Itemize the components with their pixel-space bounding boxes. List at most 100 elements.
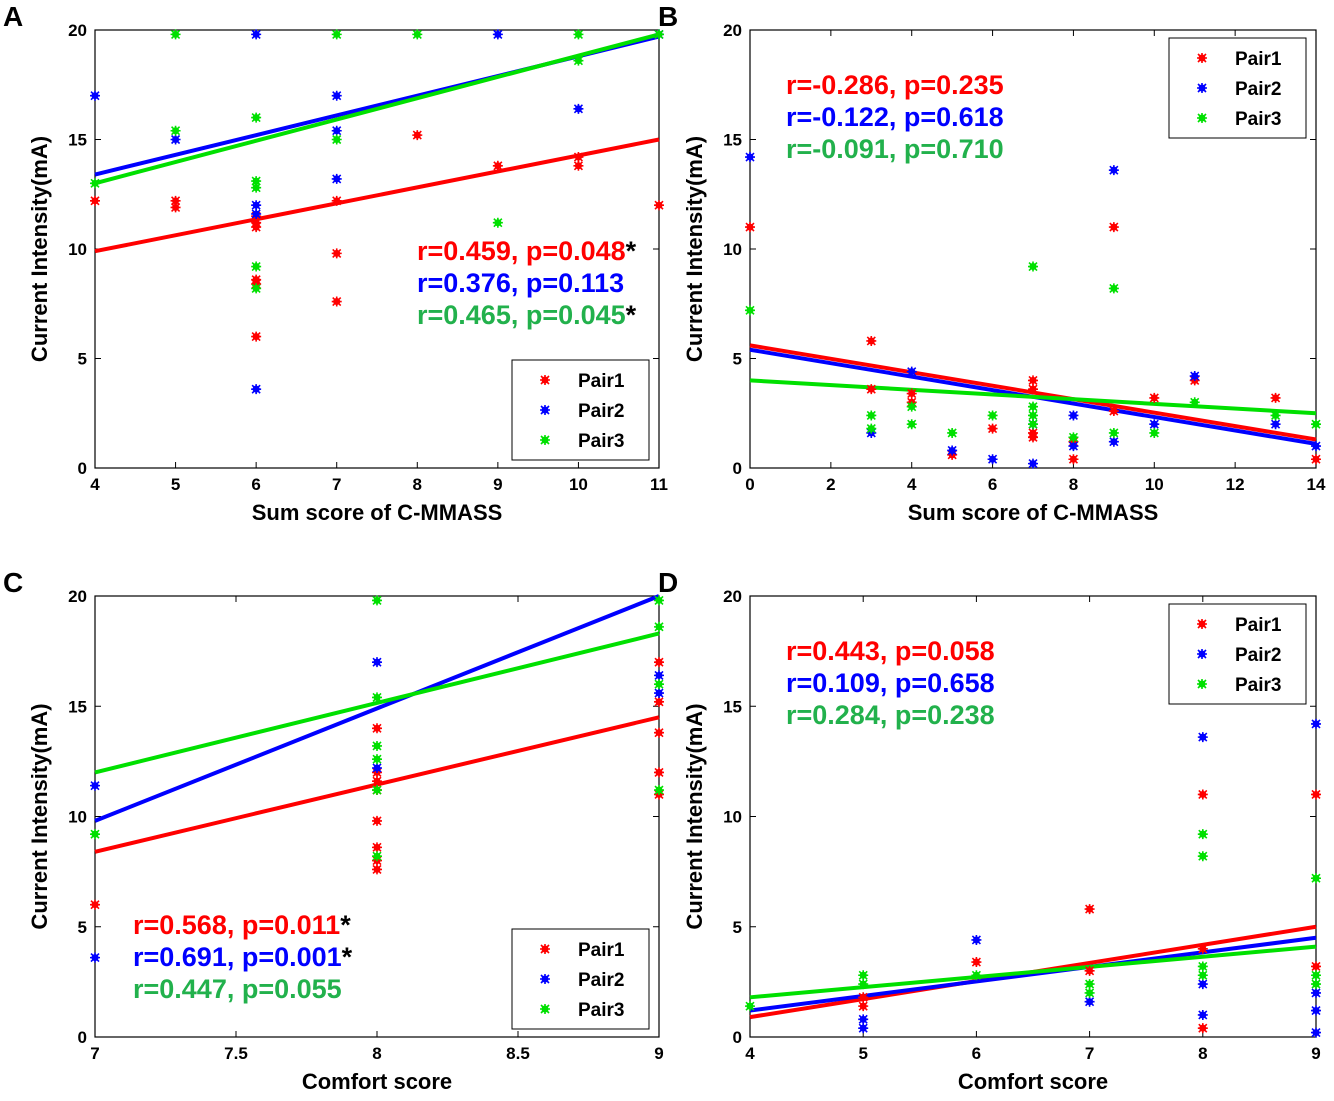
data-point-pair2: [947, 445, 958, 456]
data-point-pair1: [372, 723, 382, 734]
x-axis-label: Comfort score: [958, 1069, 1108, 1094]
data-point-pair1: [1311, 961, 1321, 972]
data-point-pair2: [1068, 410, 1079, 421]
stat-text-pair2: r=0.109, p=0.658: [786, 668, 995, 698]
data-point-pair2: [1189, 371, 1200, 382]
y-tick-label: 20: [723, 21, 742, 40]
stat-value: r=0.109, p=0.658: [786, 668, 995, 698]
stat-value: r=0.376, p=0.113: [417, 268, 624, 298]
data-point-pair1: [90, 195, 100, 206]
data-point-pair1: [745, 222, 755, 233]
legend: Pair1 Pair2 Pair3: [511, 359, 650, 461]
data-point-pair3: [1197, 961, 1208, 972]
legend-label: Pair3: [1235, 109, 1281, 130]
data-point-pair2: [1311, 1005, 1321, 1016]
panel-c: C 7 7.5 8 8.5 9 0 5 10 15 20 Comfort score Current I…: [3, 567, 664, 1094]
y-axis-label: Current Intensity(mA): [682, 703, 707, 929]
data-point-pair3: [412, 29, 423, 40]
y-tick-label: 15: [68, 697, 87, 716]
fit-line-pair1: [94, 137, 660, 254]
significance-asterisk: *: [626, 236, 637, 266]
data-point-pair3: [372, 740, 382, 751]
data-point-pair2: [331, 90, 342, 101]
x-tick-label: 8.5: [506, 1044, 530, 1063]
y-tick-label: 10: [68, 808, 87, 827]
data-point-pair3: [858, 970, 869, 981]
data-point-pair3: [654, 595, 664, 606]
data-point-pair2: [906, 366, 917, 377]
stat-text-pair2: r=-0.122, p=0.618: [786, 102, 1004, 132]
legend-marker-pair2: [1197, 83, 1207, 93]
data-point-pair2: [654, 688, 664, 699]
x-tick-label: 5: [858, 1044, 867, 1063]
data-point-pair1: [331, 296, 342, 307]
data-point-pair3: [90, 829, 100, 840]
data-point-pair1: [573, 160, 584, 171]
x-tick-label: 7: [90, 1044, 99, 1063]
stat-text-pair1: r=0.568, p=0.011*: [133, 910, 351, 940]
data-point-pair1: [866, 335, 877, 346]
y-tick-label: 10: [723, 808, 742, 827]
legend-marker-pair1: [540, 944, 550, 954]
data-point-pair3: [1311, 979, 1321, 990]
x-tick-label: 6: [972, 1044, 981, 1063]
data-point-pair1: [331, 195, 342, 206]
legend-marker-pair3: [540, 1004, 550, 1014]
legend-marker-pair3: [540, 435, 550, 445]
panel-label: B: [658, 1, 678, 32]
panel-a: A 4 5 6 7 8 9 10 11 0 5 10 15 20 Sum score of C-MMASS C…: [3, 1, 668, 525]
legend-marker-pair3: [1197, 679, 1207, 689]
x-tick-label: 9: [493, 475, 502, 494]
data-point-pair1: [372, 776, 382, 787]
data-point-pair3: [654, 29, 664, 40]
stat-text-pair3: r=-0.091, p=0.710: [786, 134, 1004, 164]
panel-d: D 4 5 6 7 8 9 0 5 10 15 20 Comfort score Current Inte…: [658, 567, 1321, 1094]
data-point-pair2: [987, 454, 998, 465]
data-point-pair1: [90, 899, 100, 910]
data-point-pair1: [1028, 432, 1038, 443]
y-tick-label: 5: [78, 918, 87, 937]
data-point-pair2: [1108, 165, 1119, 176]
data-point-pair1: [654, 727, 664, 738]
x-tick-label: 14: [1307, 475, 1326, 494]
panel-label: D: [658, 567, 678, 598]
x-tick-label: 10: [1145, 475, 1164, 494]
legend-label: Pair2: [578, 970, 624, 991]
data-point-pair3: [492, 217, 503, 228]
data-point-pair3: [170, 29, 181, 40]
data-point-pair1: [1311, 789, 1321, 800]
legend-box: [511, 928, 650, 1030]
y-axis-label: Current Intensity(mA): [27, 703, 52, 929]
panel-label: A: [3, 1, 23, 32]
legend-label: Pair1: [578, 371, 625, 392]
data-point-pair3: [866, 423, 877, 434]
y-tick-label: 15: [723, 131, 742, 150]
legend-marker-pair1: [1197, 53, 1207, 63]
x-tick-label: 4: [90, 475, 100, 494]
data-point-pair3: [1084, 979, 1095, 990]
legend-marker-pair1: [540, 375, 550, 385]
stat-value: r=-0.286, p=0.235: [786, 70, 1004, 100]
data-point-pair1: [1108, 222, 1119, 233]
stat-value: r=0.568, p=0.011: [133, 910, 340, 940]
data-point-pair2: [251, 208, 262, 219]
y-tick-label: 20: [68, 21, 87, 40]
data-point-pair1: [1028, 375, 1038, 386]
stat-value: r=0.465, p=0.045: [417, 300, 626, 330]
data-point-pair3: [866, 410, 877, 421]
data-point-pair3: [654, 785, 664, 796]
data-point-pair1: [971, 957, 982, 968]
x-tick-label: 6: [251, 475, 260, 494]
data-point-pair2: [573, 103, 584, 114]
stat-value: r=0.443, p=0.058: [786, 636, 995, 666]
stat-value: r=-0.091, p=0.710: [786, 134, 1004, 164]
data-point-pair3: [858, 979, 869, 990]
y-tick-label: 5: [78, 350, 87, 369]
data-point-pair2: [1197, 732, 1208, 743]
data-point-pair1: [372, 815, 382, 826]
data-point-pair3: [251, 182, 262, 193]
data-point-pair3: [1311, 970, 1321, 981]
x-tick-label: 8: [1069, 475, 1078, 494]
data-point-pair3: [947, 427, 958, 438]
